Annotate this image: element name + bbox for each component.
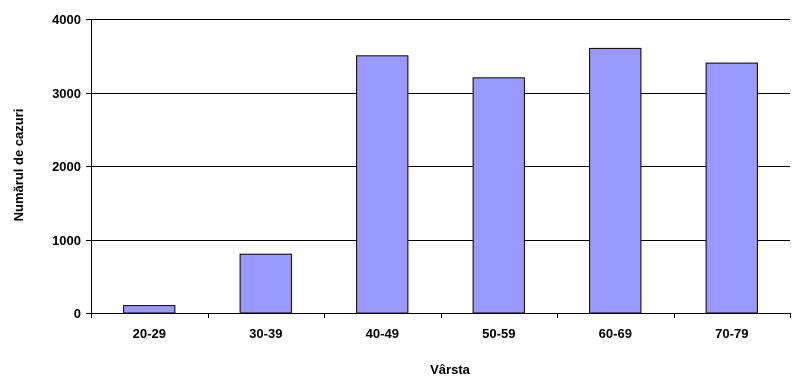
bar-20-29 <box>123 305 176 314</box>
gridlines <box>91 19 790 241</box>
y-tick-label-0: 0 <box>74 306 81 321</box>
y-tick-labels: 0 1000 2000 3000 4000 <box>52 12 81 321</box>
x-tick-label-20-29: 20-29 <box>133 326 166 341</box>
bar-40-49 <box>356 55 409 314</box>
y-tick-label-4000: 4000 <box>52 12 81 27</box>
x-tick-label-70-79: 70-79 <box>715 326 748 341</box>
bar-60-69 <box>589 47 642 314</box>
axes <box>86 19 791 318</box>
x-axis-title: Vârsta <box>430 362 471 377</box>
x-tick-label-30-39: 30-39 <box>249 326 282 341</box>
y-tick-label-1000: 1000 <box>52 233 81 248</box>
x-tick-labels: 20-29 30-39 40-49 50-59 60-69 70-79 <box>133 326 749 341</box>
bar-50-59 <box>472 77 525 314</box>
y-tick-label-2000: 2000 <box>52 159 81 174</box>
x-tick-label-60-69: 60-69 <box>599 326 632 341</box>
y-axis-title: Numărul de cazuri <box>11 109 26 222</box>
y-tick-label-3000: 3000 <box>52 86 81 101</box>
bars <box>123 47 758 314</box>
bar-30-39 <box>239 253 292 314</box>
x-tick-label-40-49: 40-49 <box>366 326 399 341</box>
x-tick-label-50-59: 50-59 <box>482 326 515 341</box>
bar-70-79 <box>705 62 758 314</box>
